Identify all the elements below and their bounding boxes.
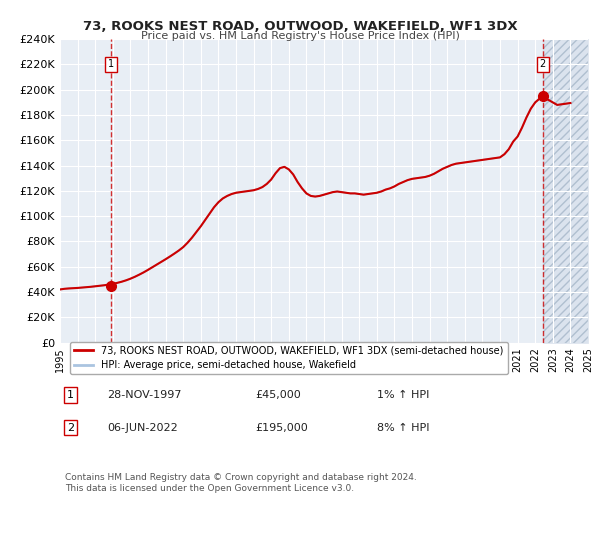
Text: £45,000: £45,000: [256, 390, 301, 400]
Legend: 73, ROOKS NEST ROAD, OUTWOOD, WAKEFIELD, WF1 3DX (semi-detached house), HPI: Ave: 73, ROOKS NEST ROAD, OUTWOOD, WAKEFIELD,…: [70, 342, 508, 374]
Text: 1% ↑ HPI: 1% ↑ HPI: [377, 390, 429, 400]
Text: 73, ROOKS NEST ROAD, OUTWOOD, WAKEFIELD, WF1 3DX: 73, ROOKS NEST ROAD, OUTWOOD, WAKEFIELD,…: [83, 20, 517, 32]
Text: Contains HM Land Registry data © Crown copyright and database right 2024.
This d: Contains HM Land Registry data © Crown c…: [65, 473, 417, 493]
Text: 06-JUN-2022: 06-JUN-2022: [107, 423, 178, 433]
Text: 2: 2: [539, 59, 546, 69]
Text: £195,000: £195,000: [256, 423, 308, 433]
Text: 1: 1: [67, 390, 74, 400]
Bar: [543, 39, 588, 343]
Text: 1: 1: [108, 59, 114, 69]
Text: 2: 2: [67, 423, 74, 433]
Text: 8% ↑ HPI: 8% ↑ HPI: [377, 423, 430, 433]
Text: Price paid vs. HM Land Registry's House Price Index (HPI): Price paid vs. HM Land Registry's House …: [140, 31, 460, 41]
Text: 28-NOV-1997: 28-NOV-1997: [107, 390, 182, 400]
